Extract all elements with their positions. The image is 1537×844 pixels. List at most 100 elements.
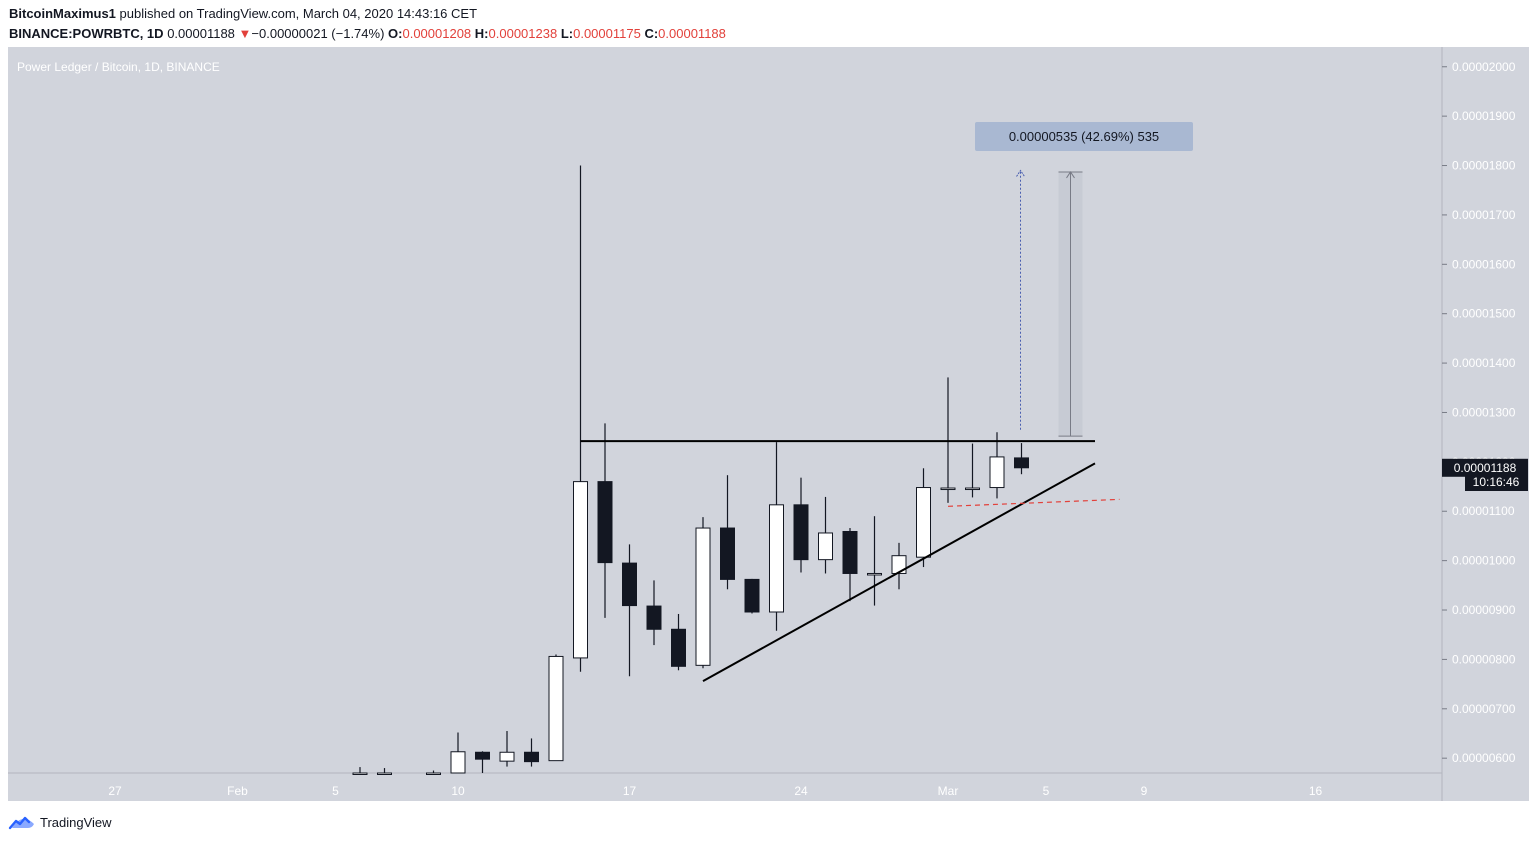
- price-tick-label-9: 0.00001500: [1452, 307, 1516, 321]
- time-tick-label-7: 5: [1043, 784, 1050, 798]
- candle-16: [769, 442, 784, 631]
- candle-body-26: [1014, 457, 1029, 469]
- candle-body-10: [622, 562, 637, 607]
- countdown-tag-box: [1465, 473, 1528, 491]
- tradingview-logo-icon: [8, 816, 34, 830]
- candle-12: [671, 613, 686, 671]
- candles: [352, 165, 1029, 775]
- candle-body-8: [573, 481, 588, 659]
- price-tick-label-11: 0.00001700: [1452, 208, 1516, 222]
- high-value: 0.00001238: [488, 26, 558, 41]
- time-tick-label-6: Mar: [938, 784, 959, 798]
- candle-body-1: [377, 772, 392, 775]
- tradingview-brand[interactable]: TradingView: [8, 814, 112, 830]
- candle-24: [965, 443, 980, 498]
- candle-body-7: [548, 655, 564, 762]
- price-tick-label-3: 0.00000900: [1452, 603, 1516, 617]
- candle-14: [720, 475, 735, 590]
- price-change: −0.00000021 (−1.74%): [251, 26, 385, 41]
- candle-body-0: [352, 772, 368, 775]
- candle-body-20: [867, 572, 882, 576]
- candle-body-13: [695, 527, 711, 666]
- time-tick-label-4: 17: [623, 784, 637, 798]
- candle-body-12: [671, 628, 686, 667]
- candle-20: [867, 516, 882, 606]
- measure-label[interactable]: 0.00000535 (42.69%) 535: [975, 122, 1193, 151]
- price-axis[interactable]: [1442, 47, 1529, 801]
- candle-26: [1014, 443, 1029, 475]
- candle-25: [989, 432, 1005, 499]
- tradingview-text: TradingView: [40, 814, 112, 830]
- time-tick-label-1: Feb: [227, 784, 248, 798]
- candle-2: [426, 770, 441, 775]
- candle-13: [695, 517, 711, 669]
- down-arrow-icon: ▼: [238, 26, 252, 41]
- published-text: published on TradingView.com, March 04, …: [119, 6, 478, 21]
- candle-22: [916, 468, 931, 568]
- countdown-text: 10:16:46: [1473, 475, 1520, 489]
- price-tick-label-7: 0.00001300: [1452, 405, 1516, 419]
- candle-body-17: [793, 504, 809, 561]
- countdown-tag: 10:16:46: [1465, 473, 1528, 491]
- publish-info: BitcoinMaximus1 published on TradingView…: [9, 6, 477, 21]
- price-tick-label-8: 0.00001400: [1452, 356, 1516, 370]
- candle-19: [842, 528, 858, 602]
- projection-arrowhead: [1016, 169, 1025, 177]
- open-label: O:: [388, 26, 403, 41]
- close-value: 0.00001188: [658, 26, 726, 41]
- candle-6: [524, 738, 539, 767]
- chart-title: Power Ledger / Bitcoin, 1D, BINANCE: [17, 60, 220, 74]
- price-tick-label-1: 0.00000700: [1452, 702, 1516, 716]
- candle-body-3: [450, 751, 466, 774]
- author-name[interactable]: BitcoinMaximus1: [9, 6, 116, 21]
- candle-17: [793, 477, 809, 573]
- candle-body-4: [475, 751, 490, 760]
- candle-3: [450, 732, 466, 774]
- measure-label-text: 0.00000535 (42.69%) 535: [1009, 129, 1159, 144]
- candle-21: [891, 542, 907, 590]
- candle-body-11: [646, 605, 662, 630]
- dashed-support-line: [947, 498, 1120, 507]
- price-tick-label-10: 0.00001600: [1452, 257, 1516, 271]
- price-tick-label-5: 0.00001100: [1452, 504, 1515, 518]
- time-tick-label-8: 9: [1141, 784, 1148, 798]
- candle-7: [548, 654, 564, 762]
- candle-body-5: [499, 751, 515, 762]
- candle-9: [597, 423, 613, 618]
- low-value: 0.00001175: [573, 26, 641, 41]
- candle-5: [499, 731, 515, 767]
- candle-body-19: [842, 530, 858, 574]
- candle-15: [744, 578, 760, 614]
- symbol-ohlc-bar: BINANCE:POWRBTC, 1D 0.00001188 ▼−0.00000…: [9, 26, 726, 41]
- last-price-tag: 0.00001188: [1442, 458, 1528, 477]
- candle-18: [818, 496, 833, 574]
- candle-body-18: [818, 532, 833, 561]
- price-ticks: 0.00000600 0.00000700 0.00000800 0.00000900…: [1442, 60, 1516, 765]
- candle-11: [646, 580, 662, 646]
- candle-body-6: [524, 751, 539, 763]
- candle-body-24: [965, 487, 980, 491]
- measure-arrowhead: [1066, 171, 1075, 179]
- price-tick-label-2: 0.00000800: [1452, 652, 1516, 666]
- price-tick-label-12: 0.00001800: [1452, 159, 1516, 173]
- open-value: 0.00001208: [402, 26, 472, 41]
- candle-body-2: [426, 772, 441, 775]
- candle-8: [573, 165, 588, 672]
- symbol-label: BINANCE:POWRBTC, 1D: [9, 26, 164, 41]
- time-ticks: 27 Feb 5 10 17 24 Mar 5 9 16: [108, 784, 1322, 798]
- candle-4: [475, 751, 490, 773]
- rising-support-line: [702, 462, 1096, 683]
- chart-pane[interactable]: [8, 47, 1442, 773]
- last-price: 0.00001188: [167, 26, 235, 41]
- time-axis[interactable]: [8, 773, 1442, 801]
- time-tick-label-2: 5: [332, 784, 339, 798]
- high-label: H:: [474, 26, 489, 41]
- candle-body-21: [891, 555, 907, 574]
- price-tick-label-0: 0.00000600: [1452, 751, 1516, 765]
- candle-body-23: [940, 487, 956, 491]
- candle-body-25: [989, 456, 1005, 489]
- low-label: L:: [560, 26, 574, 41]
- last-price-tag-text: 0.00001188: [1454, 461, 1517, 475]
- candle-0: [352, 767, 368, 775]
